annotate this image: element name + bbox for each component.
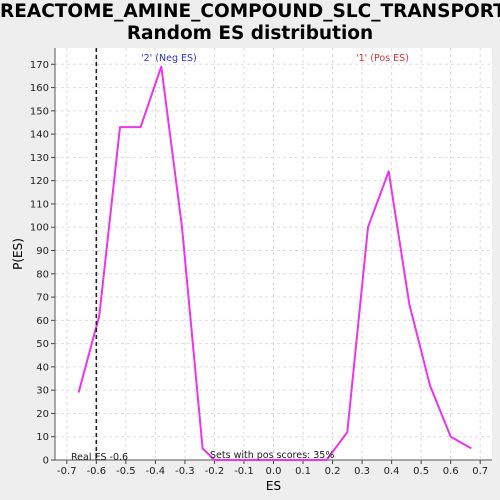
y-tick-label: 30 bbox=[36, 386, 49, 397]
x-tick-label: 0.7 bbox=[472, 466, 488, 477]
legend-neg-es: '2' (Neg ES) bbox=[141, 53, 197, 64]
x-tick-label: -0.6 bbox=[87, 466, 107, 477]
x-tick-label: 0.5 bbox=[413, 466, 429, 477]
y-tick-label: 100 bbox=[30, 223, 49, 234]
x-tick-label: -0.5 bbox=[116, 466, 136, 477]
pos-scores-label: Sets with pos scores: 35% bbox=[210, 450, 334, 461]
y-tick-label: 150 bbox=[30, 106, 49, 117]
y-tick-label: 160 bbox=[30, 83, 49, 94]
y-tick-label: 10 bbox=[36, 432, 49, 443]
y-tick-label: 80 bbox=[36, 269, 49, 280]
y-tick-label: 120 bbox=[30, 176, 49, 187]
y-tick-label: 60 bbox=[36, 316, 49, 327]
y-tick-label: 130 bbox=[30, 153, 49, 164]
real-es-label: Real ES -0.6 bbox=[71, 452, 128, 463]
y-tick-label: 20 bbox=[36, 409, 49, 420]
y-tick-label: 50 bbox=[36, 339, 49, 350]
chart-title-line1: REACTOME_AMINE_COMPOUND_SLC_TRANSPORTERS… bbox=[0, 1, 500, 22]
chart-title-line2: Random ES distribution bbox=[126, 23, 374, 44]
x-tick-label: -0.3 bbox=[175, 466, 195, 477]
x-tick-label: 0.2 bbox=[325, 466, 341, 477]
y-tick-label: 170 bbox=[30, 60, 49, 71]
x-tick-label: 0.6 bbox=[443, 466, 459, 477]
legend-pos-es: '1' (Pos ES) bbox=[356, 53, 409, 64]
x-tick-label: -0.2 bbox=[205, 466, 225, 477]
series-line bbox=[77, 65, 472, 461]
y-tick-label: 140 bbox=[30, 130, 49, 141]
x-axis-title: ES bbox=[266, 479, 281, 493]
chart-title: REACTOME_AMINE_COMPOUND_SLC_TRANSPORTERS… bbox=[0, 1, 500, 45]
y-tick-label: 110 bbox=[30, 199, 49, 210]
y-tick-label: 40 bbox=[36, 362, 49, 373]
x-tick-label: 0.1 bbox=[295, 466, 311, 477]
y-tick-label: 90 bbox=[36, 246, 49, 257]
y-tick-label: 0 bbox=[43, 456, 49, 467]
x-tick-label: -0.4 bbox=[146, 466, 166, 477]
x-tick-label: 0.3 bbox=[354, 466, 370, 477]
y-axis-title: P(ES) bbox=[11, 238, 25, 270]
axes: 0 10 20 30 40 50 60 70 80 90 100 110 120 130 140 150 160… bbox=[30, 48, 492, 477]
x-tick-label: -0.1 bbox=[234, 466, 254, 477]
x-tick-label: 0.4 bbox=[384, 466, 400, 477]
y-tick-label: 70 bbox=[36, 293, 49, 304]
x-tick-label: -0.7 bbox=[57, 466, 77, 477]
x-tick-label: 0.0 bbox=[266, 466, 282, 477]
